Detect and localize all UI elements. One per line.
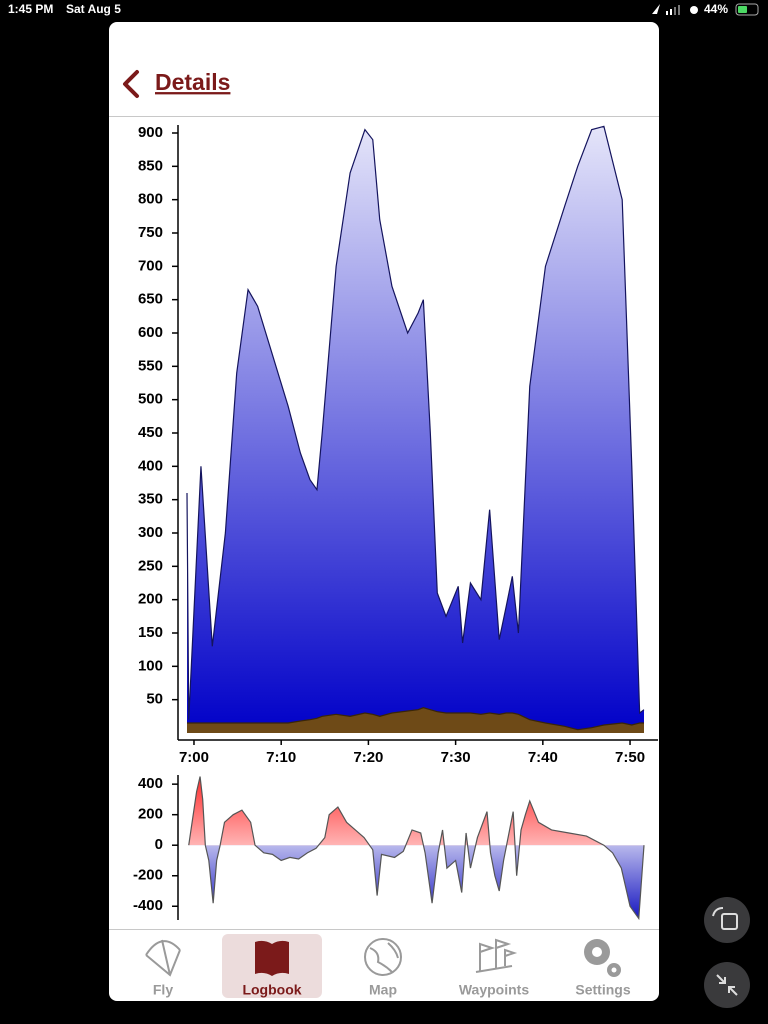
series-line [188, 776, 645, 921]
y-tick-label: 800 [138, 191, 163, 208]
x-tick-label: 7:50 [615, 749, 645, 766]
y-tick-label: 850 [138, 157, 163, 174]
y-tick-label: 150 [138, 624, 163, 641]
y-tick-label: 100 [138, 657, 163, 674]
settings-icon [584, 939, 621, 977]
tab-icons [145, 938, 518, 977]
y-tick-label: 600 [138, 324, 163, 341]
status-date: Sat Aug 5 [66, 2, 121, 16]
y-tick-label: 300 [138, 524, 163, 541]
y-tick-label: 400 [138, 457, 163, 474]
status-battery: 44% [704, 2, 728, 16]
tab-label[interactable]: Fly [153, 982, 173, 998]
rotate-icon [721, 913, 738, 930]
area-fill [187, 126, 644, 733]
shrink-icon [716, 974, 738, 996]
y-tick-label: -400 [133, 897, 163, 914]
y-tick-label: 400 [138, 775, 163, 792]
x-tick-label: 7:10 [266, 749, 296, 766]
wifi-icon [690, 6, 698, 14]
y-tick-label: 0 [155, 836, 163, 853]
series-line [187, 707, 644, 731]
book-icon [255, 940, 289, 976]
y-tick-label: 250 [138, 557, 163, 574]
battery-icon [735, 3, 759, 16]
location-icon [652, 4, 660, 14]
x-tick-label: 7:40 [528, 749, 558, 766]
back-button[interactable] [123, 70, 139, 98]
charts: 50 100 150 200 250 300 350 400 450 500 550 600 650 70… [133, 124, 658, 921]
series-line [186, 125, 645, 720]
y-tick-label: 50 [146, 691, 163, 708]
x-tick-label: 7:20 [353, 749, 383, 766]
area-fill [187, 707, 644, 733]
y-tick-label: 350 [138, 491, 163, 508]
y-tick-label: 700 [138, 257, 163, 274]
shrink-button[interactable] [704, 962, 750, 1008]
battery-level [738, 6, 747, 13]
tab-label[interactable]: Settings [575, 982, 630, 998]
y-tick-label: 750 [138, 224, 163, 241]
tab-label[interactable]: Logbook [242, 982, 301, 998]
y-tick-label: -200 [133, 867, 163, 884]
y-tick-label: 650 [138, 291, 163, 308]
y-tick-label: 900 [138, 124, 163, 141]
y-tick-label: 550 [138, 357, 163, 374]
y-tick-label: 200 [138, 806, 163, 823]
y-tick-label: 500 [138, 391, 163, 408]
rotate-arrow [712, 907, 724, 917]
signal-icon [666, 5, 680, 15]
y-tick-label: 200 [138, 591, 163, 608]
map-icon-land [369, 942, 399, 973]
rotate-button[interactable] [704, 897, 750, 943]
y-tick-label: 450 [138, 424, 163, 441]
map-icon [364, 938, 402, 976]
x-tick-label: 7:00 [179, 749, 209, 766]
x-tick-label: 7:30 [441, 749, 471, 766]
tab-label[interactable]: Map [369, 982, 397, 998]
tab-label[interactable]: Waypoints [459, 982, 529, 998]
fly-icon-lines [145, 939, 181, 977]
status-time: 1:45 PM [8, 2, 53, 16]
waypoints-icon [475, 938, 518, 973]
header-title[interactable]: Details [155, 69, 230, 95]
area-fill-positive [188, 776, 644, 846]
